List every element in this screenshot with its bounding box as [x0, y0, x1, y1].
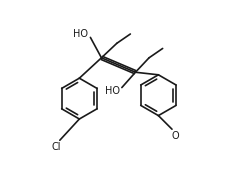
Text: HO: HO — [73, 29, 88, 39]
Text: HO: HO — [105, 86, 120, 96]
Text: Cl: Cl — [51, 142, 61, 152]
Text: O: O — [172, 131, 180, 141]
